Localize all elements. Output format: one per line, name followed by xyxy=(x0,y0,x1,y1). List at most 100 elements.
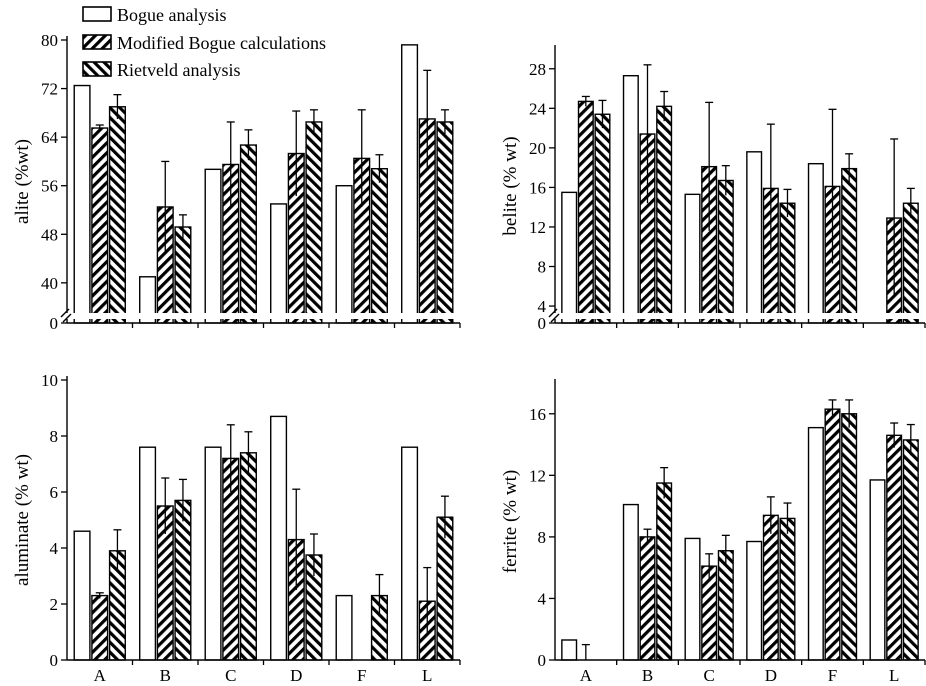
alite-bar-modified-bogue-a xyxy=(91,127,109,324)
aluminate-bar-bogue-d xyxy=(270,415,288,661)
alite-y-tick-label-0: 0 xyxy=(50,314,59,333)
ferrite-y-tick-label-8: 8 xyxy=(538,528,547,547)
belite-bar-bogue-c xyxy=(684,193,701,324)
belite-y-tick-label-0: 0 xyxy=(538,314,547,333)
belite-bar-modified-bogue-a xyxy=(577,100,594,324)
aluminate-bar-rietveld-l xyxy=(436,516,454,661)
alite-y-axis-title: alite (%wt) xyxy=(12,139,33,224)
belite-y-axis-title: belite (% wt) xyxy=(500,136,521,235)
belite-y-tick-label-28: 28 xyxy=(529,60,546,79)
ferrite-bar-rietveld-c xyxy=(717,550,734,661)
alite-bar-rietveld-f xyxy=(370,168,388,324)
ferrite-bar-rietveld-l xyxy=(902,439,919,661)
belite-bar-rietveld-d xyxy=(779,202,796,324)
alite-bar-bogue-l xyxy=(401,44,419,324)
alite-y-tick-label-40: 40 xyxy=(41,274,58,293)
legend-swatch-rietveld xyxy=(82,61,112,77)
ferrite-bar-rietveld-f xyxy=(841,413,858,661)
ferrite-bar-bogue-f xyxy=(807,426,824,661)
ferrite-bar-bogue-l xyxy=(869,479,886,661)
belite-bar-rietveld-a xyxy=(594,113,611,324)
aluminate-bar-bogue-a xyxy=(73,530,91,661)
ferrite-bar-modified-bogue-c xyxy=(701,565,718,661)
ferrite-bar-bogue-d xyxy=(746,540,763,661)
alite-axis-break-gap xyxy=(57,313,464,319)
belite-bar-rietveld-f xyxy=(841,167,858,324)
belite-axis-break-mark-2 xyxy=(550,313,560,323)
legend-swatch-modified-bogue xyxy=(82,34,112,50)
aluminate-bar-rietveld-b xyxy=(174,499,192,661)
ferrite-x-tick-label-d: D xyxy=(765,666,777,685)
ferrite-y-tick-label-4: 4 xyxy=(538,589,547,608)
aluminate-x-tick-label-f: F xyxy=(357,666,366,685)
ferrite-x-tick-label-c: C xyxy=(703,666,714,685)
ferrite-y-tick-label-0: 0 xyxy=(538,651,547,670)
belite-bar-bogue-f xyxy=(807,162,824,324)
aluminate-bar-bogue-c xyxy=(204,446,222,661)
legend-label-bogue: Bogue analysis xyxy=(117,5,227,25)
ferrite-y-axis-title: ferrite (% wt) xyxy=(500,470,521,573)
belite-bar-bogue-a xyxy=(561,191,578,324)
ferrite-x-tick-label-l: L xyxy=(889,666,899,685)
alite-bar-bogue-a xyxy=(73,84,91,324)
ferrite-bar-bogue-a xyxy=(561,639,578,661)
aluminate-bar-modified-bogue-a xyxy=(91,594,109,661)
ferrite-x-tick-label-b: B xyxy=(642,666,653,685)
aluminate-x-tick-label-b: B xyxy=(160,666,171,685)
ferrite-x-tick-label-f: F xyxy=(828,666,837,685)
aluminate-x-tick-label-l: L xyxy=(422,666,432,685)
belite-y-tick-label-12: 12 xyxy=(529,218,546,237)
alite-bar-bogue-f xyxy=(335,185,353,324)
alite-y-tick-label-72: 72 xyxy=(41,80,58,99)
aluminate-bar-bogue-f xyxy=(335,594,353,661)
alite-y-tick-label-64: 64 xyxy=(41,128,59,147)
alite-bar-rietveld-c xyxy=(239,144,257,324)
belite-bar-bogue-b xyxy=(622,74,639,324)
aluminate-y-tick-label-10: 10 xyxy=(41,371,58,390)
legend-label-modified-bogue: Modified Bogue calculations xyxy=(117,33,326,53)
belite-y-tick-label-16: 16 xyxy=(529,178,546,197)
aluminate-bar-rietveld-c xyxy=(239,452,257,661)
aluminate-bar-bogue-l xyxy=(401,446,419,661)
legend-swatch-bogue xyxy=(82,6,112,22)
aluminate-x-tick-label-a: A xyxy=(94,666,107,685)
alite-bar-rietveld-d xyxy=(305,121,323,324)
belite-bar-bogue-d xyxy=(746,151,763,324)
belite-chart: 04 8 12 16 20 24 28 belite (% wt) xyxy=(500,45,926,333)
ferrite-bar-modified-bogue-f xyxy=(824,408,841,661)
alite-bar-bogue-d xyxy=(270,203,288,324)
aluminate-y-tick-label-8: 8 xyxy=(50,427,59,446)
alite-y-tick-label-48: 48 xyxy=(41,225,58,244)
aluminate-y-tick-label-0: 0 xyxy=(50,651,59,670)
alite-axis-break-mark-1 xyxy=(60,308,70,318)
ferrite-y-tick-label-16: 16 xyxy=(529,405,546,424)
belite-y-tick-label-20: 20 xyxy=(529,139,546,158)
belite-bar-rietveld-c xyxy=(717,179,734,324)
alite-y-tick-label-80: 80 xyxy=(41,31,58,50)
aluminate-y-tick-label-2: 2 xyxy=(50,595,59,614)
legend: Bogue analysis Modified Bogue calculatio… xyxy=(82,5,326,80)
belite-bar-rietveld-b xyxy=(656,105,673,324)
alite-bar-rietveld-a xyxy=(108,106,126,324)
belite-axis-break-mask xyxy=(549,313,561,319)
ferrite-bar-bogue-c xyxy=(684,537,701,661)
belite-axis-break-gap xyxy=(545,313,926,319)
ferrite-bar-rietveld-d xyxy=(779,517,796,661)
aluminate-x-tick-label-c: C xyxy=(225,666,236,685)
ferrite-bar-modified-bogue-b xyxy=(639,536,656,661)
ferrite-x-tick-label-a: A xyxy=(580,666,593,685)
alite-bar-rietveld-l xyxy=(436,121,454,324)
ferrite-bar-bogue-b xyxy=(622,503,639,661)
belite-bar-rietveld-l xyxy=(902,202,919,324)
belite-y-tick-label-8: 8 xyxy=(538,258,547,277)
belite-axis-break-mark-1 xyxy=(548,308,558,318)
ferrite-bar-modified-bogue-l xyxy=(886,434,903,661)
aluminate-bar-bogue-b xyxy=(139,446,157,661)
aluminate-y-tick-label-6: 6 xyxy=(50,483,59,502)
legend-label-rietveld: Rietveld analysis xyxy=(117,60,240,80)
ferrite-y-tick-label-12: 12 xyxy=(529,466,546,485)
alite-axis-break-mask xyxy=(61,313,73,319)
